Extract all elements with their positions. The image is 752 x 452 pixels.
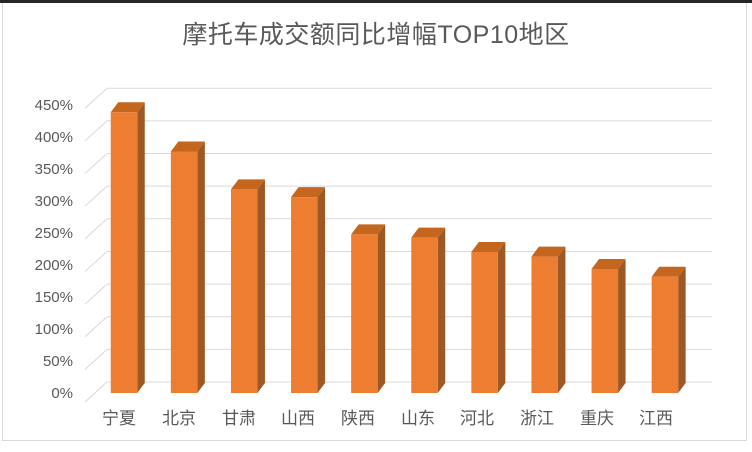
x-axis-label: 浙江 (520, 409, 554, 428)
y-axis-label: 0% (51, 385, 73, 402)
gridline (84, 218, 108, 240)
gridline (84, 348, 108, 370)
y-axis-label: 250% (34, 225, 73, 242)
window-top-border (0, 0, 752, 3)
gridline (84, 153, 108, 174)
x-axis-label: 山西 (281, 409, 315, 428)
gridline (84, 185, 108, 207)
y-axis-label: 300% (34, 193, 73, 210)
x-axis-label: 宁夏 (102, 409, 136, 428)
bar-重庆[interactable] (591, 258, 626, 393)
gridline (84, 120, 108, 142)
chart-title: 摩托车成交额同比增幅TOP10地区 (182, 21, 570, 49)
x-axis-label: 北京 (162, 409, 196, 428)
bar-甘肃[interactable] (230, 179, 265, 393)
bar-浙江[interactable] (531, 246, 566, 393)
x-axis-label: 甘肃 (222, 409, 256, 428)
bar-山东[interactable] (411, 227, 446, 393)
y-axis-label: 100% (34, 321, 73, 338)
x-axis-label: 江西 (639, 409, 673, 428)
x-axis-label: 陕西 (341, 409, 375, 428)
bar-河北[interactable] (471, 241, 506, 393)
bar-北京[interactable] (170, 141, 205, 393)
y-axis-label: 50% (42, 353, 73, 370)
gridline (84, 251, 108, 272)
y-axis-label: 150% (34, 289, 73, 306)
gridline (84, 316, 108, 338)
y-axis-label: 350% (34, 161, 73, 178)
x-axis-label: 重庆 (580, 409, 614, 428)
y-axis-label: 400% (34, 129, 73, 146)
gridline (84, 283, 108, 305)
bar-宁夏[interactable] (110, 102, 145, 394)
gridline (84, 381, 108, 403)
x-axis-label: 河北 (460, 409, 494, 428)
gridline (84, 87, 108, 109)
bar-山西[interactable] (291, 187, 326, 393)
bar-江西[interactable] (651, 266, 686, 393)
bar-陕西[interactable] (351, 224, 386, 393)
y-axis-label: 450% (34, 97, 73, 114)
y-axis-label: 200% (34, 257, 73, 274)
x-axis-label: 山东 (401, 409, 435, 428)
